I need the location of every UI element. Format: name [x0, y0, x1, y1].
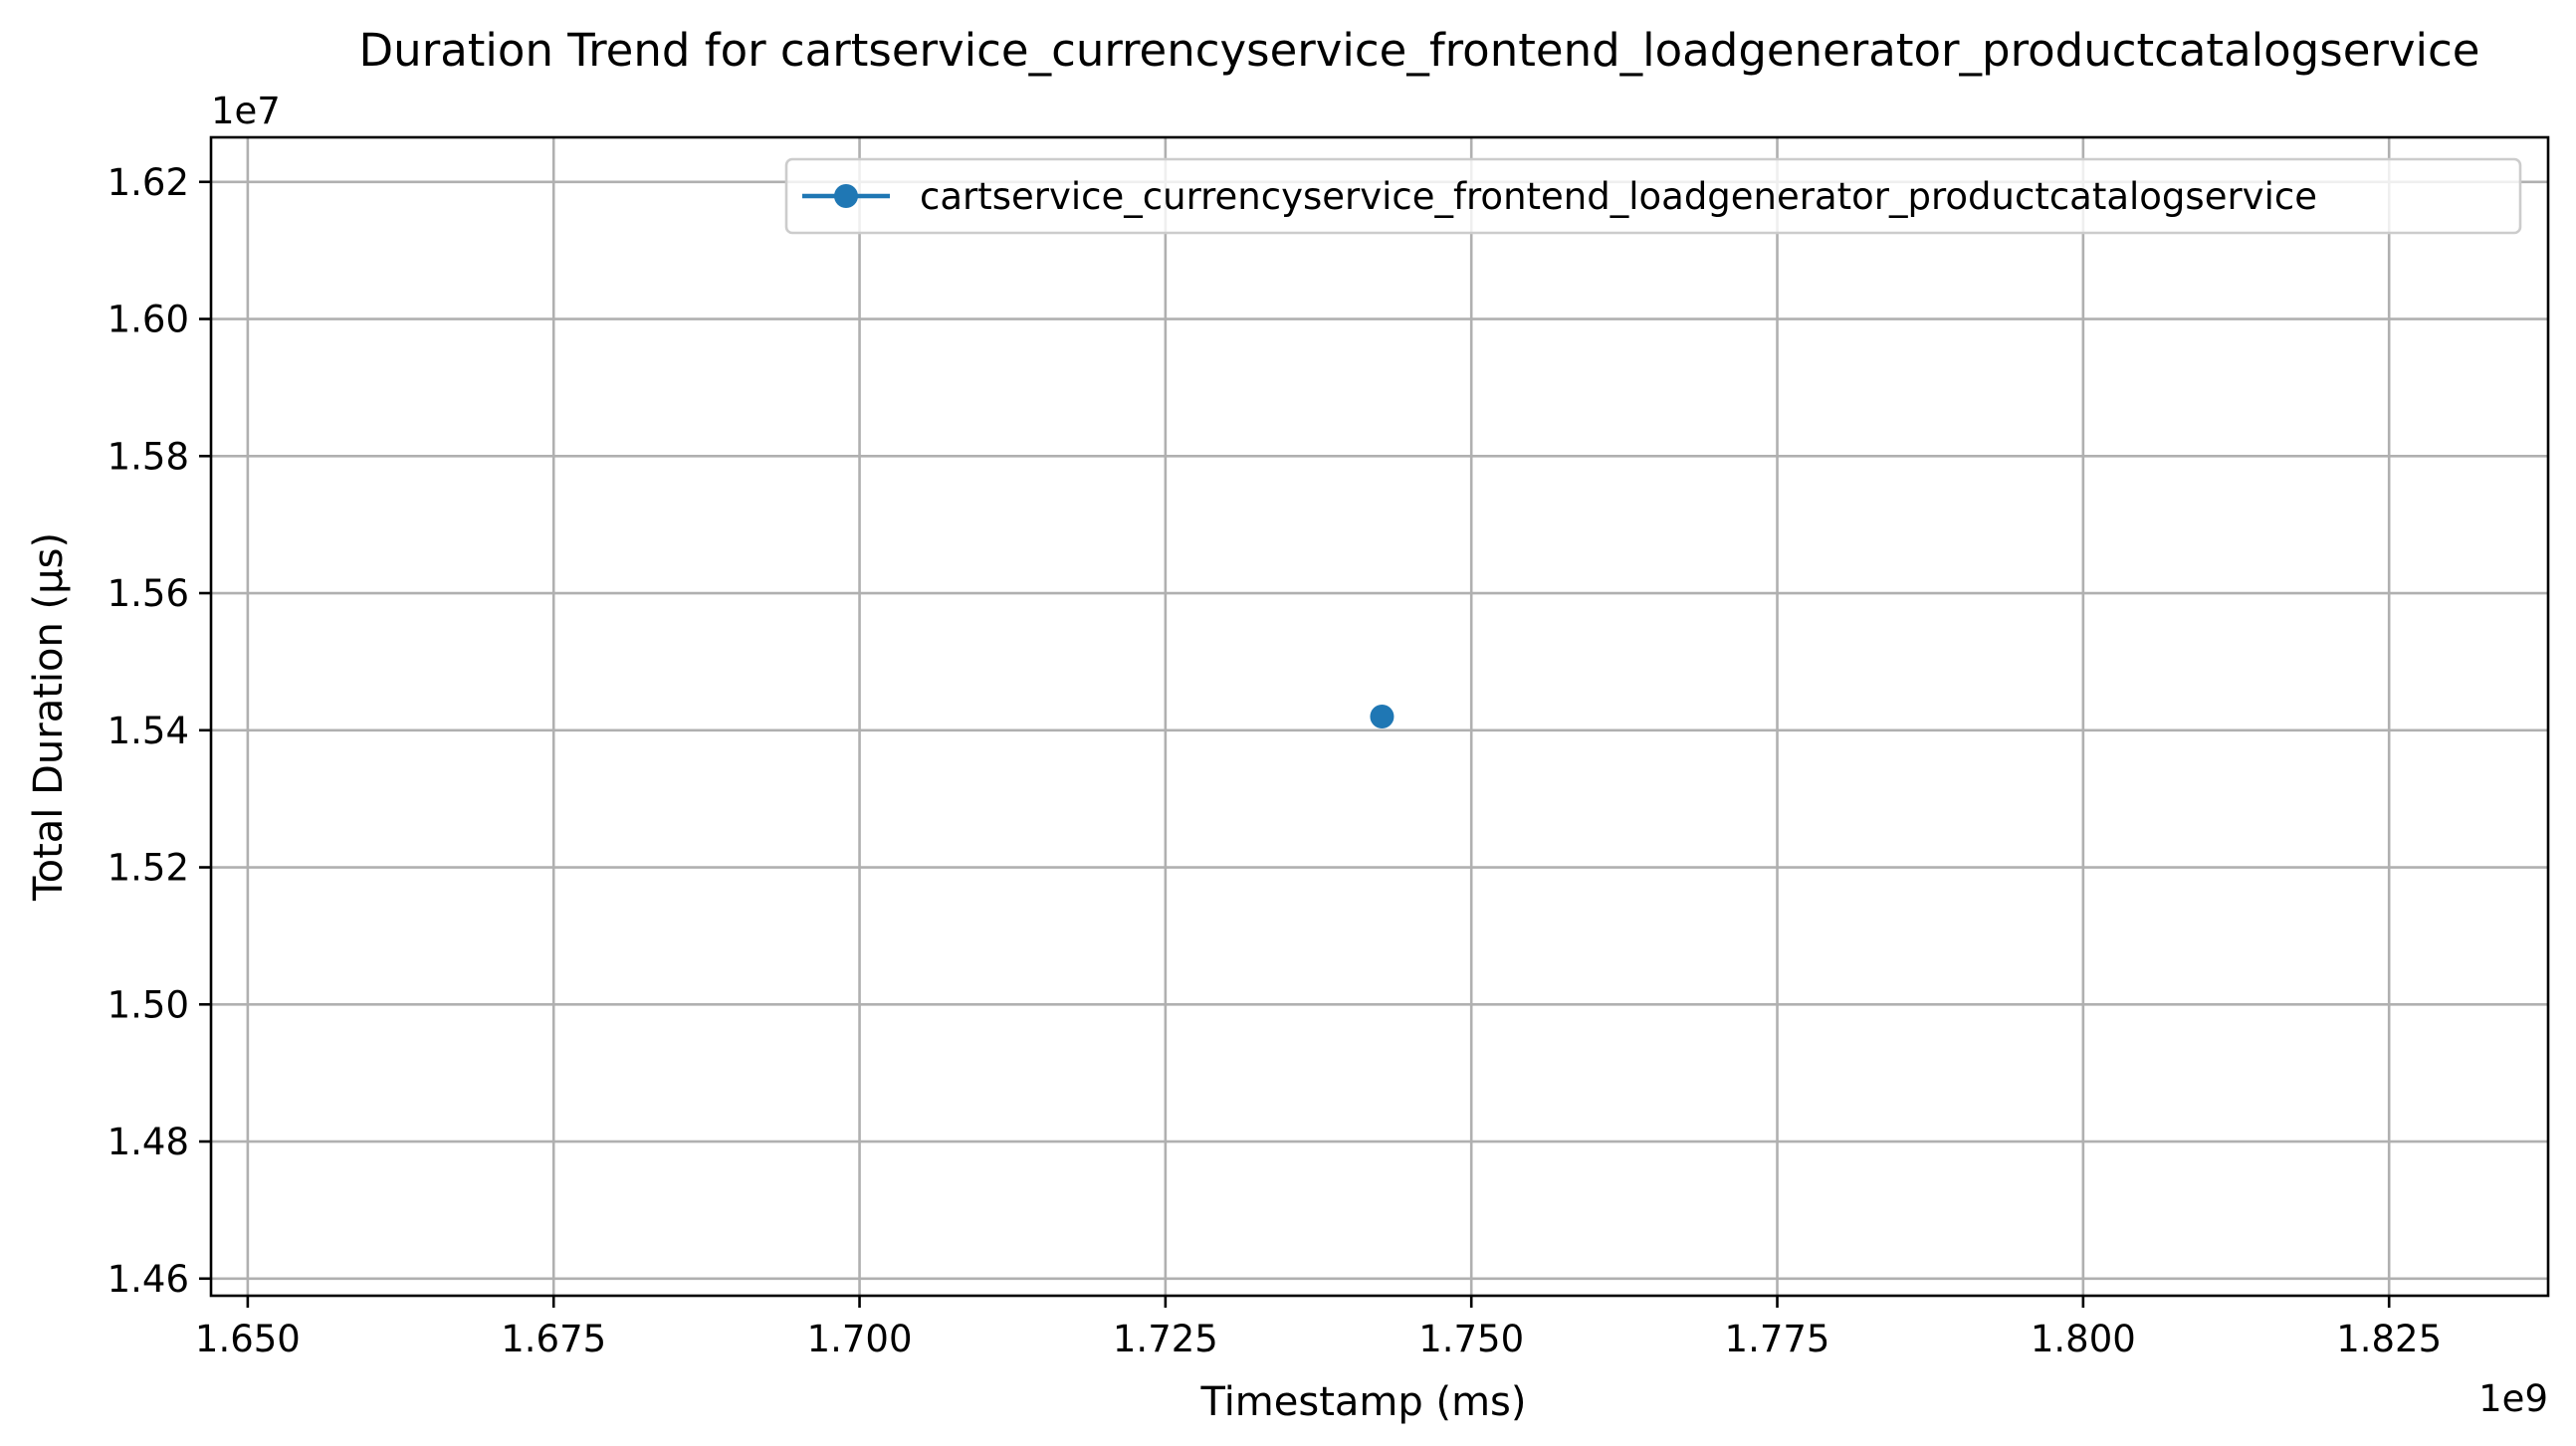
y-tick-label: 1.58: [107, 435, 189, 478]
legend-box: [784, 157, 2522, 235]
y-tick-label: 1.54: [107, 710, 189, 752]
x-axis-label: Timestamp (ms): [1199, 1379, 1526, 1425]
axis-ticks: 1.650 1.675 1.700 1.725 1.750 1.775 1.800 1.825…: [107, 161, 2443, 1360]
y-tick-label: 1.60: [107, 299, 189, 341]
x-tick-label: 1.775: [1725, 1318, 1830, 1360]
series-layer: [1370, 705, 1395, 728]
y-axis-offset-label: 1e7: [211, 90, 281, 132]
plot-frame: [209, 135, 2550, 1298]
x-tick-label: 1.725: [1113, 1318, 1218, 1360]
y-axis-label: Total Duration (µs): [26, 532, 72, 902]
x-axis-offset-label: 1e9: [2478, 1377, 2548, 1420]
x-tick-label: 1.700: [807, 1318, 913, 1360]
chart-title: Duration Trend for cartservice_currencys…: [359, 24, 2480, 77]
legend-marker-swatch: [834, 184, 858, 208]
x-tick-label: 1.675: [501, 1318, 606, 1360]
x-tick-label: 1.825: [2336, 1318, 2442, 1360]
data-point: [1370, 705, 1395, 728]
legend: cartservice_currencyservice_frontend_loa…: [784, 157, 2522, 235]
y-tick-label: 1.56: [107, 572, 189, 615]
x-tick-label: 1.800: [2031, 1318, 2136, 1360]
y-tick-label: 1.48: [107, 1121, 189, 1163]
y-tick-label: 1.52: [107, 847, 189, 890]
legend-entry-label: cartservice_currencyservice_frontend_loa…: [920, 175, 2317, 218]
grid-lines: [211, 137, 2548, 1296]
x-tick-label: 1.650: [195, 1318, 301, 1360]
y-tick-label: 1.50: [107, 983, 189, 1026]
y-tick-label: 1.62: [107, 161, 189, 204]
y-tick-label: 1.46: [107, 1258, 189, 1301]
x-tick-label: 1.750: [1418, 1318, 1524, 1360]
